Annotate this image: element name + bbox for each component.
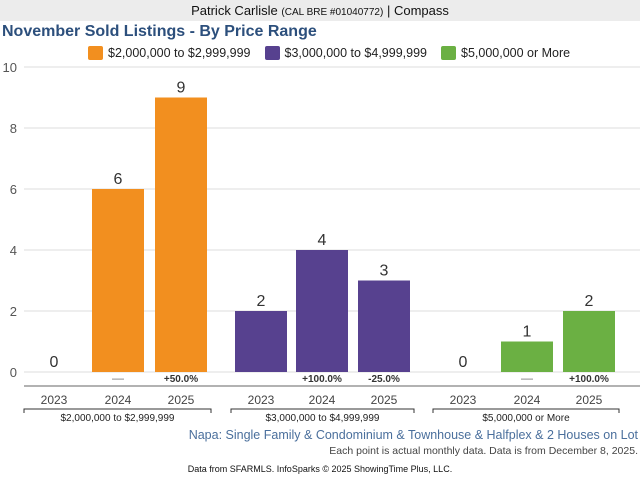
y-tick-label: 2 [10,304,17,319]
bar-chart: 0246810020236—20249+50.0%2025$2,000,000 … [3,60,640,424]
y-tick-label: 8 [10,121,17,136]
group-bracket [432,408,620,413]
header-separator: | [386,3,391,18]
bar-value-label: 6 [114,171,123,188]
legend-item-2m-3m[interactable]: $2,000,000 to $2,999,999 [88,46,251,60]
x-tick-label: 2024 [105,393,132,407]
x-tick-label: 2023 [248,393,275,407]
change-label: -25.0% [368,374,400,385]
agent-name: Patrick Carlisle [191,3,278,18]
change-label: — [112,371,124,385]
y-tick-label: 4 [10,243,17,258]
group-label: $2,000,000 to $2,999,999 [61,413,175,424]
x-tick-label: 2023 [41,393,68,407]
bar [501,341,553,372]
bar [235,311,287,372]
change-label: — [521,371,533,385]
change-label: +100.0% [302,374,342,385]
bar-value-label: 4 [318,232,327,249]
y-tick-label: 10 [3,60,17,75]
data-note: Each point is actual monthly data. Data … [329,445,638,457]
bar-value-label: 0 [50,354,59,371]
bar [563,311,615,372]
brokerage-name: Compass [393,3,449,18]
bar-value-label: 2 [585,293,594,310]
data-source: Data from SFARMLS. InfoSparks © 2025 Sho… [187,464,453,474]
chart-title: November Sold Listings - By Price Range [2,23,317,40]
x-tick-label: 2025 [168,393,195,407]
group-bracket [23,408,212,413]
bar-value-label: 0 [459,354,468,371]
x-tick-label: 2025 [576,393,603,407]
bar [296,250,348,372]
agent-header: Patrick Carlisle (CAL BRE #01040772) | C… [0,0,640,21]
legend-label: $5,000,000 or More [461,46,571,60]
x-tick-label: 2023 [450,393,477,407]
legend-swatch-green [441,46,456,60]
bar [155,97,207,372]
bar [92,189,144,372]
y-tick-label: 6 [10,182,17,197]
chart-subtitle: Napa: Single Family & Condominium & Town… [188,428,638,442]
group-bracket [230,408,415,413]
x-tick-label: 2024 [309,393,336,407]
y-tick-label: 0 [10,365,17,380]
bar-value-label: 3 [380,263,389,280]
bar-value-label: 2 [257,293,266,310]
x-tick-label: 2025 [371,393,398,407]
legend-swatch-orange [88,46,103,60]
group-label: $5,000,000 or More [482,413,570,424]
legend-item-3m-5m[interactable]: $3,000,000 to $4,999,999 [264,46,428,60]
bar-value-label: 9 [177,80,186,97]
change-label: +50.0% [164,374,198,385]
legend-swatch-purple [264,46,280,60]
x-tick-label: 2024 [514,393,541,407]
bar [358,280,410,372]
bar-value-label: 1 [523,324,532,341]
chart-legend: $2,000,000 to $2,999,999 $3,000,000 to $… [88,45,584,61]
license-number: (CAL BRE #01040772) [281,7,384,18]
group-label: $3,000,000 to $4,999,999 [266,413,380,424]
legend-item-5m-plus[interactable]: $5,000,000 or More [441,46,570,60]
change-label: +100.0% [569,374,609,385]
legend-label: $2,000,000 to $2,999,999 [108,46,251,60]
legend-label: $3,000,000 to $4,999,999 [284,46,428,60]
